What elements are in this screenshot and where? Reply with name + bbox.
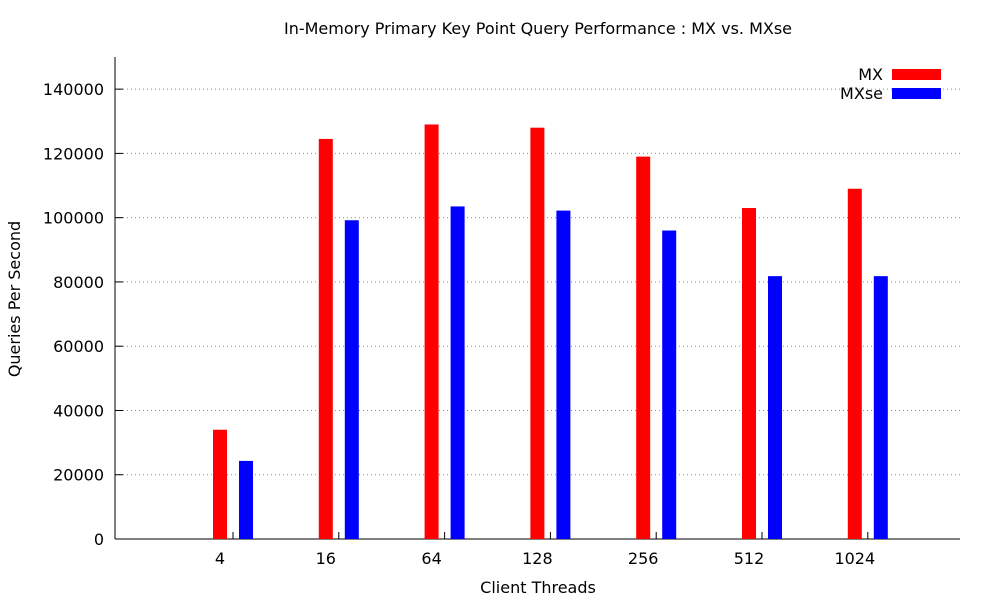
x-tick-labels: 4 16 64 128 256 512 1024 [215, 549, 875, 568]
x-tick-label: 64 [421, 549, 441, 568]
bar-mx-512 [742, 208, 756, 539]
y-tick-label: 80000 [53, 273, 104, 292]
bar-mxse-256 [662, 230, 677, 539]
x-tick-label: 1024 [834, 549, 875, 568]
y-tick-label: 60000 [53, 337, 104, 356]
x-tick-label: 256 [628, 549, 659, 568]
x-tick-label: 128 [522, 549, 553, 568]
y-tick-label: 140000 [43, 80, 104, 99]
bar-mx-4 [213, 429, 227, 539]
chart-title: In-Memory Primary Key Point Query Perfor… [284, 19, 792, 38]
bar-mxse-16 [344, 220, 359, 539]
grid [115, 88, 960, 476]
x-axis-label: Client Threads [480, 578, 596, 597]
x-tick-label: 16 [316, 549, 336, 568]
bar-mxse-128 [556, 210, 571, 539]
x-tick-label: 4 [215, 549, 225, 568]
y-tick-label: 120000 [43, 144, 104, 163]
x-tick-label: 512 [734, 549, 765, 568]
y-axis-label: Queries Per Second [5, 221, 24, 377]
bars [213, 124, 888, 540]
bar-mx-128 [530, 127, 545, 540]
bar-mxse-512 [768, 276, 782, 539]
y-tick-label: 40000 [53, 401, 104, 420]
bar-mx-64 [424, 124, 439, 539]
y-tick-label: 100000 [43, 209, 104, 228]
legend-label-mxse: MXse [840, 84, 883, 103]
y-tick-labels: 0 20000 40000 60000 80000 100000 120000 140000 [43, 80, 104, 549]
legend-label-mx: MX [858, 65, 883, 84]
bar-mx-16 [318, 138, 333, 539]
legend-swatch-mxse [892, 88, 941, 99]
bar-mxse-1024 [873, 276, 888, 539]
bar-mxse-4 [239, 460, 253, 539]
bar-mxse-64 [450, 206, 465, 540]
bar-mx-256 [636, 156, 651, 539]
bar-mx-1024 [847, 188, 862, 539]
y-tick-label: 20000 [53, 466, 104, 485]
y-tick-label: 0 [94, 530, 104, 549]
legend-swatch-mx [892, 69, 941, 80]
